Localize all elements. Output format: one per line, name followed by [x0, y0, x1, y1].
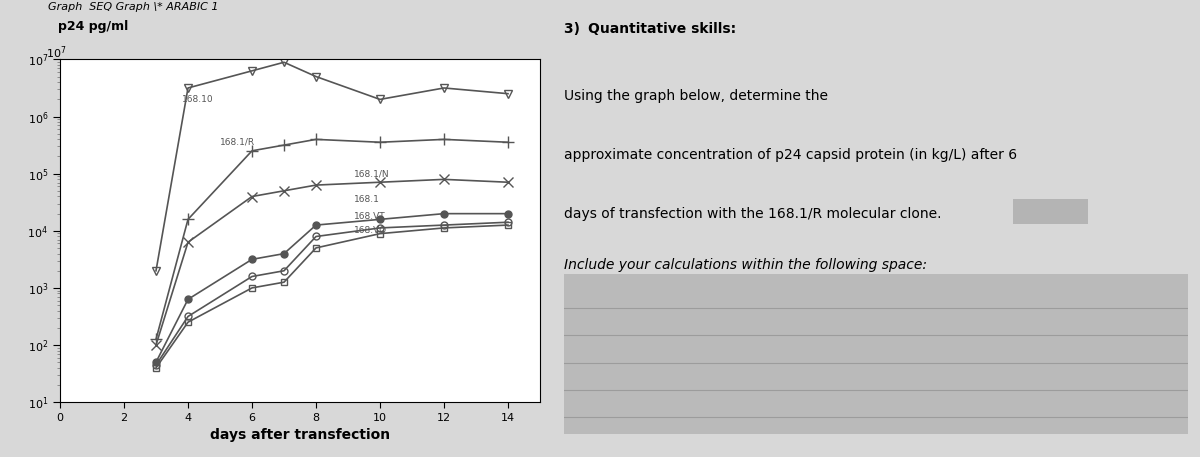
Bar [564, 274, 1188, 434]
Text: Include your calculations within the following space:: Include your calculations within the fol… [564, 258, 928, 271]
Text: Graph  SEQ Graph \* ARABIC 1: Graph SEQ Graph \* ARABIC 1 [48, 2, 218, 12]
Text: approximate concentration of p24 capsid protein (in kg/L) after 6: approximate concentration of p24 capsid … [564, 148, 1018, 162]
Text: 168.1: 168.1 [354, 195, 380, 204]
Text: 168.1/N: 168.1/N [354, 169, 390, 178]
Text: days of transfection with the 168.1/R molecular clone.: days of transfection with the 168.1/R mo… [564, 207, 942, 221]
Text: Quantitative skills:: Quantitative skills: [588, 22, 736, 36]
Text: $10^7$: $10^7$ [46, 44, 66, 60]
Text: 168.10: 168.10 [181, 95, 214, 104]
X-axis label: days after transfection: days after transfection [210, 428, 390, 442]
Text: 168.VT: 168.VT [354, 212, 386, 221]
Text: Using the graph below, determine the: Using the graph below, determine the [564, 90, 828, 103]
Text: p24 pg/ml: p24 pg/ml [58, 20, 128, 33]
Bar [1013, 199, 1088, 224]
Text: 3): 3) [564, 22, 584, 36]
Text: 168.1/R: 168.1/R [220, 138, 256, 147]
Text: 168.VO: 168.VO [354, 226, 388, 235]
